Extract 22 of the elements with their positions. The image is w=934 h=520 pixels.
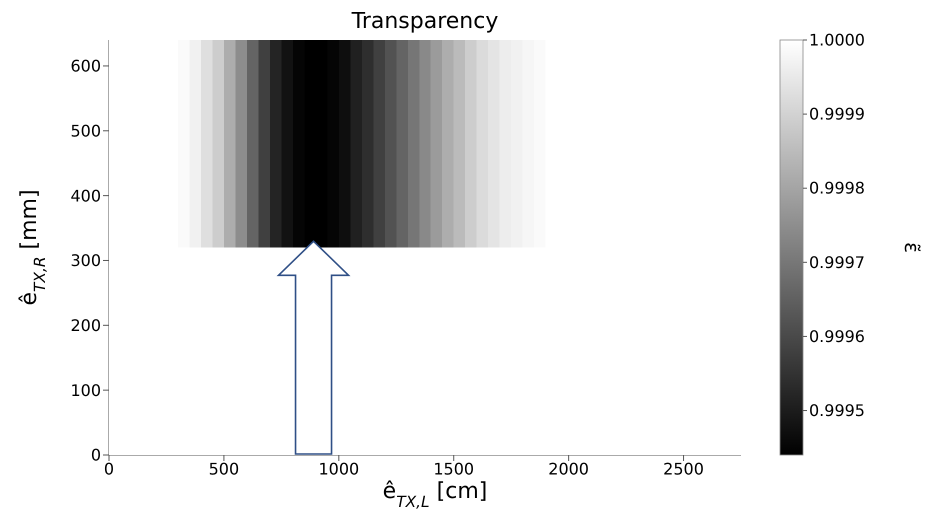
x-tick-label: 1000 <box>318 459 360 478</box>
x-tick-label: 0 <box>104 459 114 478</box>
color-bar-label: 0.9995 <box>809 401 865 420</box>
color-bar-label: 0.9997 <box>809 252 865 272</box>
y-tick-label: 300 <box>70 251 101 270</box>
y-tick-label: 400 <box>70 186 101 206</box>
y-tick-label: 0 <box>90 446 101 465</box>
color-bar-title: ε̃ <box>900 242 924 253</box>
y-tick-label: 100 <box>70 380 101 400</box>
color-bar-label: 1.0000 <box>809 30 865 50</box>
chart-title: Transparency <box>350 9 498 34</box>
x-tick-label: 2500 <box>663 459 704 478</box>
y-tick-label: 500 <box>70 121 101 140</box>
x-tick-label: 500 <box>208 459 240 478</box>
x-tick-label: 1500 <box>433 459 474 478</box>
y-tick-label: 600 <box>70 56 101 76</box>
color-bar-label: 0.9999 <box>809 104 865 124</box>
x-axis-title: ê$_{TX,L}$ [cm] <box>382 479 488 511</box>
color-bar-label: 0.9996 <box>809 326 865 346</box>
color-bar-label: 0.9998 <box>809 178 865 198</box>
x-tick-label: 2000 <box>548 459 589 478</box>
y-tick-label: 200 <box>70 316 101 335</box>
